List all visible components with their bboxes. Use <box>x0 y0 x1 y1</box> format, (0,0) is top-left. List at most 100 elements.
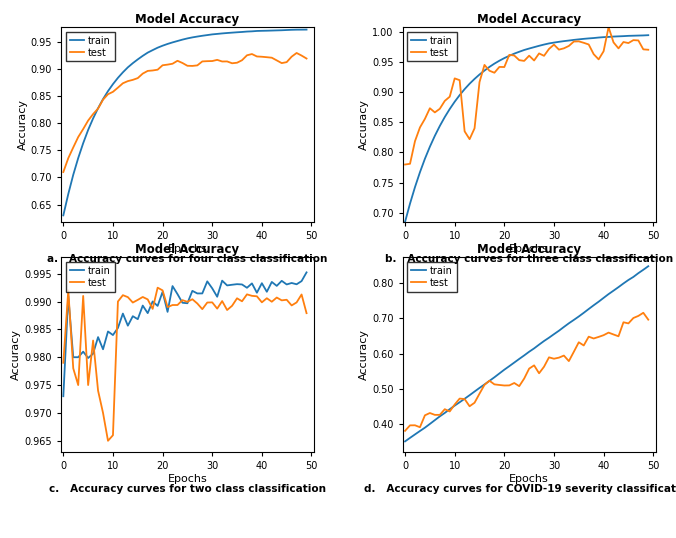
test <box>411 422 419 428</box>
train <box>589 35 598 41</box>
train <box>159 43 167 49</box>
train <box>426 144 434 150</box>
train <box>530 44 538 51</box>
train <box>441 114 449 121</box>
test <box>124 78 132 84</box>
test <box>243 52 251 59</box>
test <box>149 306 157 312</box>
test <box>153 285 162 291</box>
Line: train: train <box>405 266 648 441</box>
train <box>456 399 464 406</box>
test <box>445 94 454 100</box>
train <box>109 332 117 338</box>
train <box>258 280 266 286</box>
train <box>149 298 157 305</box>
train <box>610 33 618 40</box>
train <box>253 289 261 296</box>
test <box>153 67 162 73</box>
test <box>143 68 151 74</box>
train <box>466 81 474 87</box>
test <box>59 169 68 175</box>
test <box>208 299 216 306</box>
test <box>248 293 256 299</box>
train <box>74 354 82 360</box>
test <box>248 51 256 57</box>
test <box>545 354 553 360</box>
train <box>515 48 523 55</box>
test <box>302 55 310 62</box>
train <box>223 30 231 36</box>
test <box>610 331 618 338</box>
test <box>104 91 112 97</box>
test <box>515 57 523 63</box>
train <box>639 266 648 273</box>
train <box>475 385 483 391</box>
train <box>59 393 68 399</box>
test <box>515 383 523 390</box>
X-axis label: Epochs: Epochs <box>168 474 208 484</box>
test <box>238 57 246 63</box>
train <box>629 32 637 39</box>
test <box>297 291 306 298</box>
train <box>218 30 226 37</box>
train <box>550 331 558 337</box>
train <box>59 212 68 218</box>
test <box>550 356 558 362</box>
test <box>510 52 518 59</box>
train <box>272 282 281 289</box>
test <box>168 60 176 67</box>
test <box>268 299 276 305</box>
train <box>104 88 112 94</box>
train <box>213 31 221 37</box>
test <box>604 329 612 336</box>
train <box>545 335 553 341</box>
test <box>456 395 464 402</box>
test <box>287 53 295 60</box>
test <box>436 412 444 418</box>
Legend: train, test: train, test <box>408 262 456 292</box>
train <box>575 36 583 43</box>
train <box>74 155 82 161</box>
train <box>540 41 548 48</box>
train <box>411 184 419 190</box>
train <box>278 27 286 33</box>
train <box>153 303 162 309</box>
train <box>302 269 310 275</box>
train <box>64 191 72 197</box>
test <box>99 96 107 103</box>
test <box>481 62 489 68</box>
test <box>475 79 483 86</box>
train <box>293 26 301 33</box>
Legend: train, test: train, test <box>66 32 115 61</box>
train <box>580 36 588 42</box>
train <box>520 352 528 359</box>
train <box>223 282 231 289</box>
train <box>496 370 504 377</box>
train <box>619 280 627 287</box>
train <box>629 274 637 280</box>
test <box>283 296 291 303</box>
test <box>79 126 87 132</box>
train <box>134 56 142 62</box>
train <box>466 392 474 399</box>
test <box>253 293 261 300</box>
train <box>436 123 444 129</box>
train <box>153 45 162 51</box>
train <box>619 33 627 39</box>
train <box>451 98 459 105</box>
train <box>585 35 593 41</box>
train <box>431 132 439 139</box>
train <box>69 172 77 178</box>
test <box>540 364 548 370</box>
train <box>610 287 618 294</box>
test <box>505 52 513 58</box>
test <box>406 160 414 167</box>
test <box>416 124 424 131</box>
train <box>174 291 182 298</box>
train <box>639 32 648 39</box>
train <box>94 105 102 111</box>
train <box>545 40 553 47</box>
test <box>223 58 231 65</box>
test <box>421 412 429 419</box>
test <box>451 75 459 82</box>
